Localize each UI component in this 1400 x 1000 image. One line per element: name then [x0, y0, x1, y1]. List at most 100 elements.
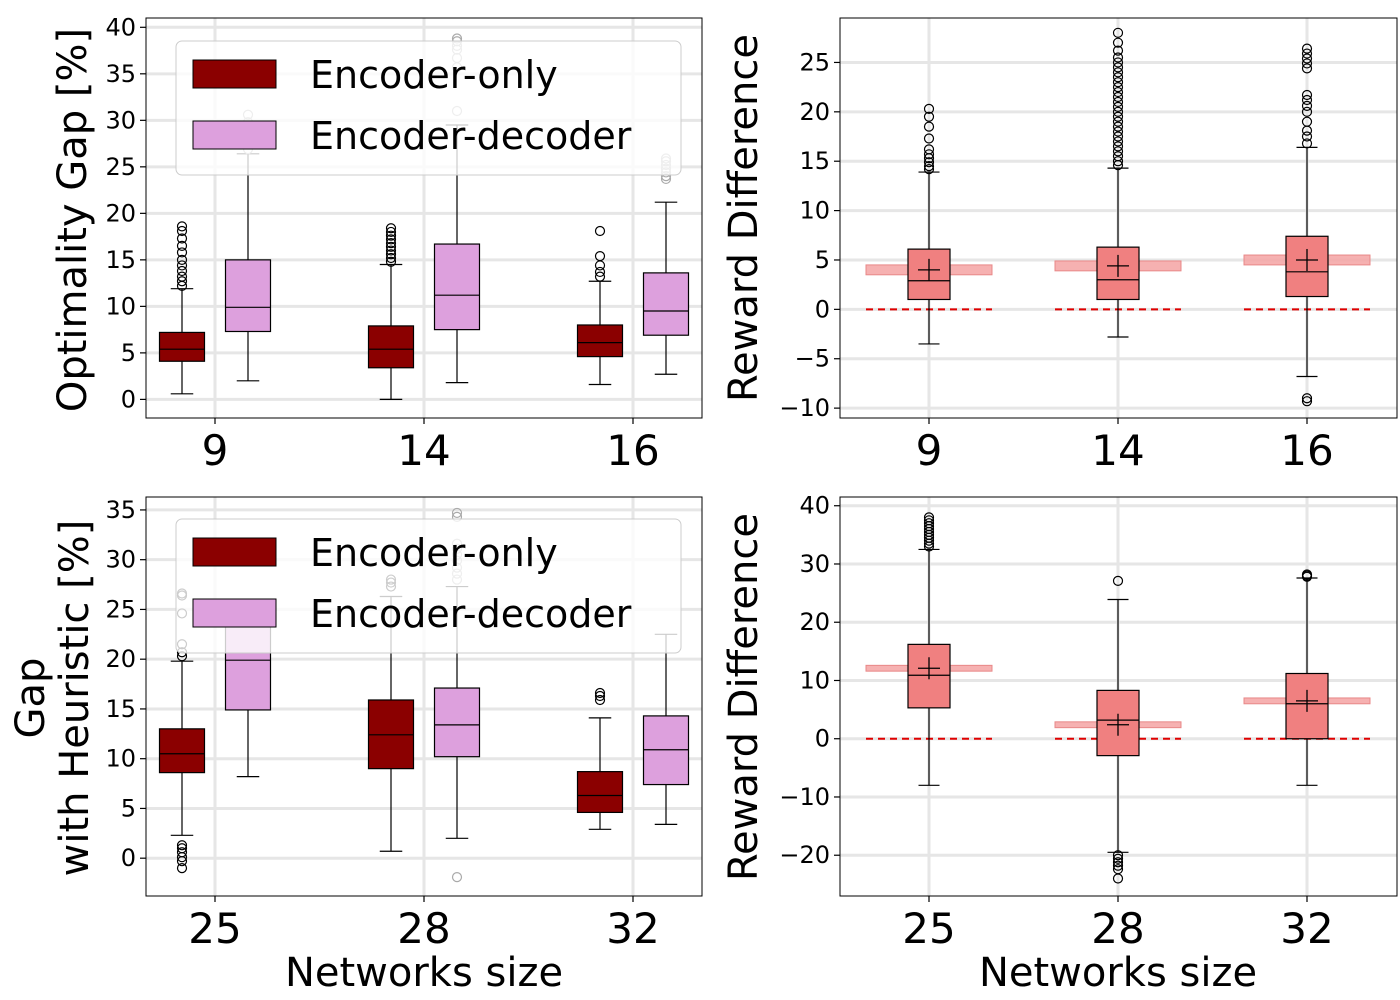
outlier-point [385, 226, 397, 238]
y-ticks: −20 −10 0 10 20 30 40 [779, 492, 840, 869]
box [367, 325, 415, 369]
outlier-point [176, 233, 188, 244]
y-tick-label: 0 [815, 725, 830, 753]
outlier-point [1112, 126, 1124, 137]
x-ticks: 25 28 32 [902, 896, 1334, 953]
outlier-point [923, 121, 935, 132]
y-axis-label-line2: with Heuristic [%] [52, 520, 98, 877]
y-tick-label: 35 [105, 496, 136, 524]
outlier-point [1112, 52, 1124, 63]
y-tick-label: 5 [121, 794, 136, 822]
x-tick-label: 25 [188, 904, 241, 953]
outlier-point [176, 254, 188, 265]
y-tick-label: 20 [799, 98, 830, 126]
y-tick-label: 40 [105, 13, 136, 41]
outlier-point [1301, 396, 1313, 407]
outlier-point [1112, 136, 1124, 147]
outlier-point [385, 249, 397, 260]
y-tick-label: 35 [105, 60, 136, 88]
y-tick-label: 15 [105, 246, 136, 274]
outlier-point [176, 240, 188, 252]
outlier-point [1112, 857, 1124, 868]
outlier-point [923, 512, 935, 523]
y-tick-label: 0 [815, 295, 830, 323]
outlier-point [1112, 106, 1124, 117]
outlier-point [1301, 53, 1313, 64]
y-tick-label: 40 [799, 492, 830, 520]
y-tick-label: 30 [105, 546, 136, 574]
legend-frame [175, 40, 682, 176]
outlier-point [1301, 48, 1313, 59]
outlier-point [176, 225, 188, 237]
outlier-point [923, 518, 935, 529]
box-marks [158, 33, 690, 400]
outlier-point [176, 221, 188, 232]
outlier-point [1301, 116, 1313, 127]
legend-swatch-encoder-only [192, 59, 277, 89]
outlier-point [923, 111, 935, 122]
x-ticks: 25 28 32 [188, 896, 660, 953]
y-axis-label: Reward Difference [721, 34, 767, 402]
x-tick-label: 32 [1280, 904, 1333, 953]
y-tick-label: 30 [105, 106, 136, 134]
outlier-point [923, 161, 935, 172]
y-tick-label: 25 [799, 48, 830, 76]
panel-bottom-right: −20 −10 0 10 20 30 40 25 28 32 Reward Difference… [721, 492, 1398, 996]
legend-frame [175, 518, 682, 654]
outlier-point [1112, 82, 1124, 93]
y-tick-label: 10 [105, 292, 136, 320]
y-tick-label: 0 [121, 385, 136, 413]
outlier-point [385, 230, 397, 241]
outlier-point [1301, 43, 1313, 54]
outlier-point [1301, 94, 1313, 106]
panel-top-left: 0 5 10 15 20 25 30 35 40 9 14 16 Optimality Gap [%… [50, 13, 703, 475]
outlier-point [1301, 131, 1313, 142]
y-tick-label: 20 [799, 608, 830, 636]
box [158, 331, 206, 362]
legend-swatch-encoder-decoder [192, 120, 277, 150]
outlier-point [1112, 96, 1124, 108]
outlier-point [1112, 57, 1124, 68]
outlier-point [1112, 77, 1124, 88]
outlier-point [385, 241, 397, 252]
outlier-point [1112, 860, 1124, 871]
outlier-point [594, 271, 606, 282]
outlier-point [176, 247, 188, 258]
box [224, 259, 272, 333]
x-tick-label: 14 [397, 426, 450, 475]
outlier-point [176, 276, 188, 287]
y-tick-label: 20 [105, 645, 136, 673]
outlier-point [1112, 873, 1124, 884]
y-axis-label-line1: Gap [8, 658, 54, 739]
y-tick-label: 15 [105, 695, 136, 723]
y-tick-label: −10 [779, 783, 830, 811]
box [158, 728, 206, 774]
outlier-point [1112, 45, 1124, 56]
outlier-point [1112, 37, 1124, 48]
y-tick-label: 30 [799, 550, 830, 578]
legend-label-encoder-decoder: Encoder-decoder [310, 592, 632, 636]
outlier-point [1112, 146, 1124, 157]
y-tick-label: 0 [121, 844, 136, 872]
outlier-point [594, 690, 606, 702]
outlier-point [923, 103, 935, 114]
outlier-point [1112, 101, 1124, 112]
box-marks [865, 512, 1371, 884]
outlier-point [1301, 100, 1313, 112]
outlier-point [1112, 853, 1124, 864]
legend-label-encoder-only: Encoder-only [310, 531, 558, 575]
outlier-point [1112, 575, 1124, 586]
x-tick-label: 14 [1091, 426, 1144, 475]
box [576, 324, 624, 358]
legend-label-encoder-only: Encoder-only [310, 53, 558, 97]
legend-swatch-encoder-only [192, 537, 277, 567]
y-tick-label: −20 [779, 841, 830, 869]
x-tick-label: 32 [606, 904, 659, 953]
outlier-point [451, 507, 463, 519]
outlier-point [923, 133, 935, 144]
outlier-point [594, 266, 606, 278]
y-tick-label: 10 [105, 745, 136, 773]
outlier-point [923, 144, 935, 155]
y-tick-label: 10 [799, 666, 830, 694]
